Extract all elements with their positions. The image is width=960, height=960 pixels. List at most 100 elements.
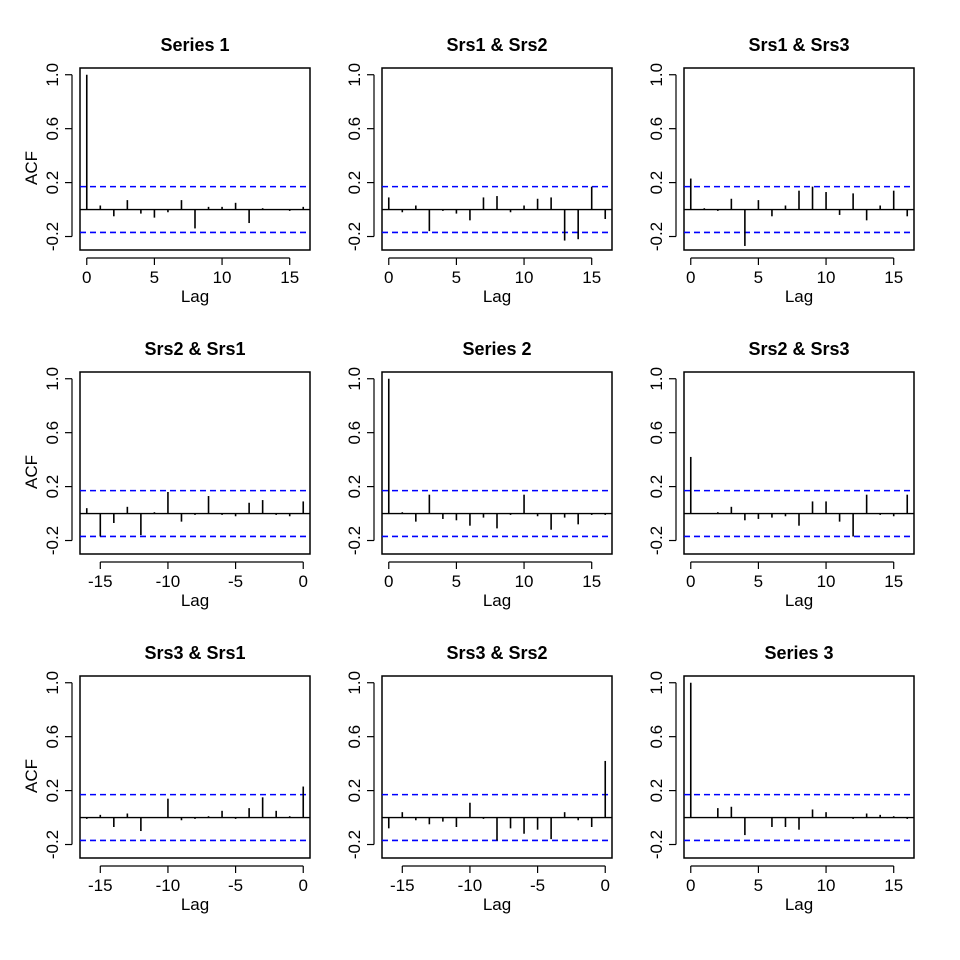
x-tick-label: 5	[754, 572, 763, 591]
x-tick-label: -15	[390, 876, 415, 895]
y-tick-label: 0.6	[345, 117, 364, 141]
x-axis-label: Lag	[181, 591, 209, 610]
y-tick-label: -0.2	[43, 830, 62, 859]
plot-frame	[683, 67, 915, 251]
x-tick-label: 5	[150, 268, 159, 287]
y-tick-label: 1.0	[43, 63, 62, 87]
y-tick-label: -0.2	[345, 830, 364, 859]
x-tick-label: 15	[582, 268, 601, 287]
panel-title: Srs2 & Srs1	[144, 339, 245, 359]
y-tick-label: 0.2	[345, 171, 364, 195]
y-axis-label: ACF	[22, 455, 41, 489]
x-tick-label: -5	[228, 876, 243, 895]
x-tick-label: 15	[582, 572, 601, 591]
panel-title: Srs1 & Srs2	[446, 35, 547, 55]
y-tick-label: 1.0	[647, 63, 666, 87]
y-tick-label: 0.2	[345, 779, 364, 803]
panel-title: Series 3	[764, 643, 833, 663]
x-axis-label: Lag	[483, 591, 511, 610]
x-tick-label: 0	[686, 572, 695, 591]
plot-frame	[381, 371, 613, 555]
panel-title: Srs3 & Srs2	[446, 643, 547, 663]
x-tick-label: 0	[601, 876, 610, 895]
x-tick-label: 0	[82, 268, 91, 287]
x-tick-label: -15	[88, 876, 113, 895]
y-tick-label: 0.2	[647, 475, 666, 499]
y-tick-label: 1.0	[345, 367, 364, 391]
acf-panel: Srs1 & Srs2 0 5 10 15 Lag -0.2 0.2 0.6 1.0	[345, 35, 613, 306]
acf-panel: Srs3 & Srs1 -15 -10 -5 0 Lag -0.2 0.2 0.6 1.0 ACF	[22, 643, 311, 914]
x-tick-label: 15	[884, 268, 903, 287]
y-tick-label: -0.2	[345, 526, 364, 555]
x-axis-label: Lag	[785, 591, 813, 610]
x-tick-label: -10	[458, 876, 483, 895]
acf-panel: Srs2 & Srs1 -15 -10 -5 0 Lag -0.2 0.2 0.6 1.0 ACF	[22, 339, 311, 610]
x-tick-label: 0	[384, 268, 393, 287]
x-tick-label: 10	[817, 572, 836, 591]
acf-panel: Series 1 0 5 10 15 Lag -0.2 0.2 0.6 1.0 ACF	[22, 35, 311, 306]
y-tick-label: 0.6	[345, 421, 364, 445]
y-tick-label: 0.2	[43, 475, 62, 499]
x-tick-label: 0	[686, 876, 695, 895]
acf-panel: Srs2 & Srs3 0 5 10 15 Lag -0.2 0.2 0.6 1.0	[647, 339, 915, 610]
y-tick-label: 0.6	[345, 725, 364, 749]
x-tick-label: 0	[299, 876, 308, 895]
x-tick-label: 5	[452, 268, 461, 287]
y-tick-label: -0.2	[647, 222, 666, 251]
plot-frame	[79, 675, 311, 859]
x-axis-label: Lag	[181, 895, 209, 914]
panel-title: Srs2 & Srs3	[748, 339, 849, 359]
y-axis-label: ACF	[22, 151, 41, 185]
x-tick-label: 0	[686, 268, 695, 287]
x-tick-label: 0	[299, 572, 308, 591]
y-tick-label: -0.2	[43, 526, 62, 555]
acf-panel: Series 2 0 5 10 15 Lag -0.2 0.2 0.6 1.0	[345, 339, 613, 610]
x-tick-label: -5	[228, 572, 243, 591]
x-axis-label: Lag	[483, 287, 511, 306]
panel-title: Srs3 & Srs1	[144, 643, 245, 663]
plot-frame	[79, 371, 311, 555]
y-tick-label: 1.0	[43, 367, 62, 391]
x-axis-label: Lag	[483, 895, 511, 914]
acf-panel: Srs1 & Srs3 0 5 10 15 Lag -0.2 0.2 0.6 1.0	[647, 35, 915, 306]
plot-frame	[79, 67, 311, 251]
y-tick-label: 0.2	[43, 171, 62, 195]
x-tick-label: -10	[156, 572, 181, 591]
y-tick-label: 0.2	[43, 779, 62, 803]
y-tick-label: -0.2	[43, 222, 62, 251]
x-tick-label: -10	[156, 876, 181, 895]
x-tick-label: 10	[817, 876, 836, 895]
y-tick-label: 1.0	[345, 671, 364, 695]
x-axis-label: Lag	[181, 287, 209, 306]
y-axis-label: ACF	[22, 759, 41, 793]
x-tick-label: 0	[384, 572, 393, 591]
y-tick-label: 0.6	[43, 421, 62, 445]
x-tick-label: 5	[452, 572, 461, 591]
y-tick-label: 0.6	[647, 725, 666, 749]
x-axis-label: Lag	[785, 895, 813, 914]
x-tick-label: 10	[515, 572, 534, 591]
y-tick-label: 0.2	[647, 171, 666, 195]
plot-frame	[683, 675, 915, 859]
x-tick-label: -15	[88, 572, 113, 591]
x-tick-label: 15	[884, 876, 903, 895]
plot-frame	[381, 675, 613, 859]
x-tick-label: 15	[280, 268, 299, 287]
y-tick-label: 0.6	[647, 117, 666, 141]
y-tick-label: 0.6	[647, 421, 666, 445]
y-tick-label: -0.2	[647, 830, 666, 859]
x-tick-label: 5	[754, 268, 763, 287]
x-tick-label: 10	[515, 268, 534, 287]
panel-title: Series 1	[160, 35, 229, 55]
plot-frame	[381, 67, 613, 251]
y-tick-label: -0.2	[345, 222, 364, 251]
y-tick-label: 0.2	[345, 475, 364, 499]
x-tick-label: 10	[213, 268, 232, 287]
y-tick-label: 0.6	[43, 117, 62, 141]
y-tick-label: 0.6	[43, 725, 62, 749]
y-tick-label: 1.0	[647, 367, 666, 391]
acf-panel: Srs3 & Srs2 -15 -10 -5 0 Lag -0.2 0.2 0.6 1.0	[345, 643, 613, 914]
y-tick-label: 1.0	[43, 671, 62, 695]
x-tick-label: 5	[754, 876, 763, 895]
